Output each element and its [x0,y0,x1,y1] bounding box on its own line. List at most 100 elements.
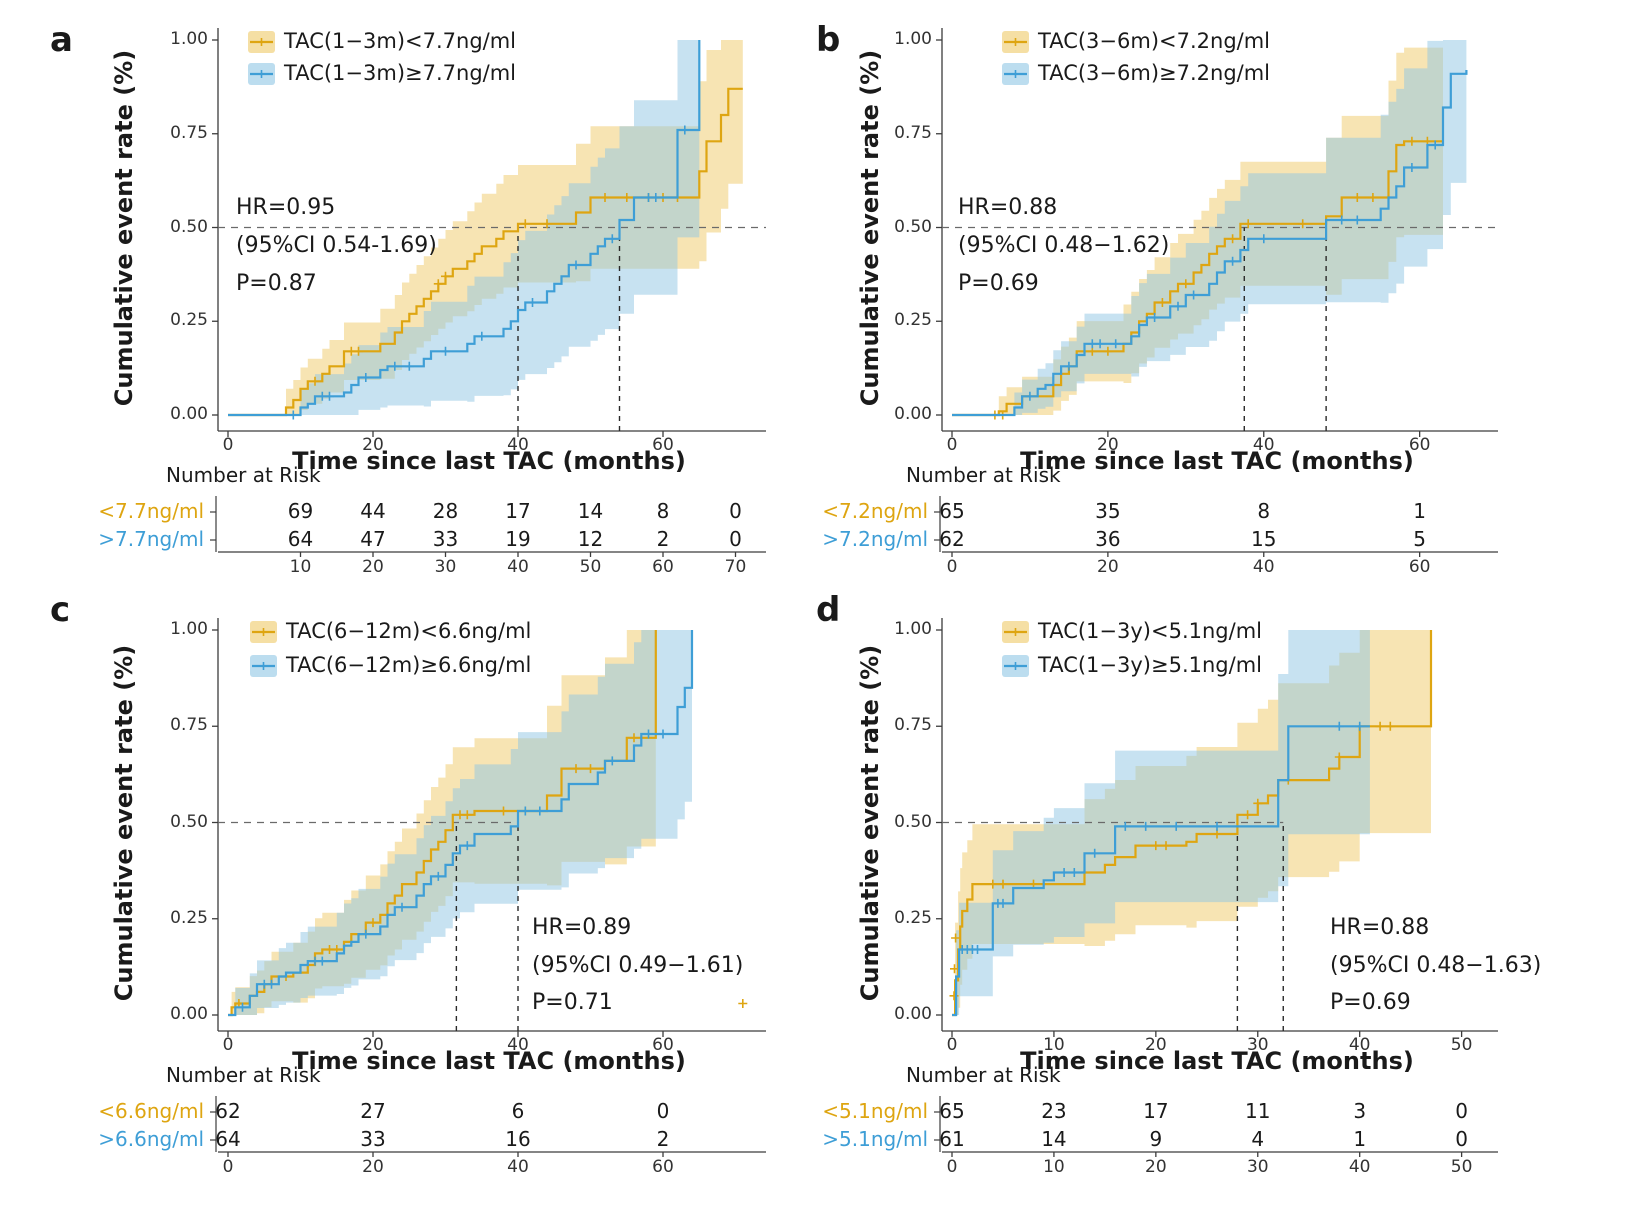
panel-c-censor-mark-yellow [571,764,581,774]
panel-d-y-tick-label: 0.75 [894,715,932,736]
panel-b-censor-mark-yellow [1228,234,1238,244]
panel-d-risk-tick-label: 10 [1043,1157,1065,1177]
panel-a-risk-value: 64 [287,527,314,551]
panel-c-x-tick-label: 60 [652,1035,674,1055]
panel-c-censor-mark-blue [520,806,530,816]
panel-a-risk-value: 19 [505,527,531,551]
panel-d-risk-value: 4 [1251,1127,1265,1151]
panel-a-legend-label: TAC(1−3m)≥7.7ng/ml [284,61,517,85]
panel-b-risk-row-label-blue: >7.2ng/ml [822,527,928,551]
panel-b-x-tick-label: 40 [1252,435,1275,455]
panel-a-annotation-hr: HR=0.95 [236,195,336,220]
panel-d-censor-mark-blue [998,898,1008,908]
panel-b-y-axis-title: Cumulative event rate (%) [855,49,884,406]
panel-d-censor-mark-blue [973,945,982,954]
panel-c-censor-mark-blue [317,956,327,966]
panel-b-censor-mark-yellow [1352,193,1362,202]
panel-a-annotation-p: P=0.87 [236,271,317,296]
panel-b-risk-value: 5 [1413,527,1427,551]
panel-a-risk-value: 12 [577,527,604,551]
panel-a-y-tick-label: 0.75 [170,122,208,143]
panel-b-legend-label: TAC(3−6m)<7.2ng/ml [1038,29,1271,53]
panel-a-risk-value: 28 [432,499,459,523]
panel-d-risk-value: 3 [1353,1099,1367,1123]
panel-d-censor-mark-yellow [998,879,1008,889]
panel-a-risk-row-label-blue: >7.7ng/ml [98,527,204,551]
panel-b-risk-value: 62 [939,527,965,551]
panel-c-ci-band-blue [235,630,693,1015]
panel-d-censor-mark-blue [1355,721,1365,731]
panel-d-y-tick-label: 0.25 [894,907,932,928]
panel-c-risk-row-label-blue: >6.6ng/ml [98,1127,204,1151]
panel-d-km-curve-blue [952,725,1370,1017]
panel-a-risk-value: 14 [577,499,604,523]
panel-b-censor-mark-yellow [1181,279,1191,289]
panel-a-x-tick-label: 0 [222,435,234,455]
panel-d-y-tick-label: 1.00 [894,619,932,639]
panel-b-censor-mark-blue [1095,339,1105,349]
panel-b-x-axis-title: Time since last TAC (months) [1020,447,1414,475]
panel-a-censor-mark-yellow [441,271,450,281]
panel-b-risk-tick-label: 0 [946,557,958,577]
panel-c-censor-mark-yellow [738,999,748,1008]
panel-a-risk-tick-label: 60 [652,557,674,577]
panel-a-x-axis-title: Time since last TAC (months) [292,447,686,475]
panel-c-x-tick-label: 20 [362,1035,384,1055]
panel-b-risk-tick-label: 60 [1408,557,1431,577]
panel-a-censor-mark-yellow [622,193,632,202]
panel-d-censor-mark-blue [1120,821,1130,831]
panel-a-censor-mark-yellow [354,346,363,356]
panel-b-censor-mark-blue [1352,215,1362,225]
panel-d-letter: d [816,590,841,630]
panel-d-x-tick-label: 10 [1043,1035,1065,1055]
panel-c-annotation-hr: HR=0.89 [532,915,632,940]
panel-d-risk-value: 65 [939,1099,965,1123]
panel-b-risk-value: 35 [1095,499,1121,523]
panel-c-censor-mark-yellow [462,810,472,820]
panel-d-km-curve-yellow [952,630,1433,1017]
panel-d-x-tick-label: 40 [1348,1035,1371,1055]
panel-a-legend-swatch-censor [257,38,266,46]
panel-d-x-tick-label: 20 [1145,1035,1167,1055]
panel-a-risk-tick-label: 10 [289,557,312,577]
panel-d-censor-mark-yellow [951,933,961,943]
panel-a-letter: a [50,20,73,60]
panel-c-censor-mark-blue [433,871,443,881]
panel-b-censor-mark-blue [1111,339,1121,349]
panel-d-x-tick-label: 0 [946,1035,958,1055]
panel-a-y-tick-label: 0.50 [170,216,208,237]
panel-b-legend-swatch-censor [1011,38,1020,46]
panel-c-censor-mark-blue [361,929,371,939]
panel-b-censor-mark-yellow [1243,219,1253,229]
panel-a-risk-value: 0 [729,499,742,523]
panel-c-y-tick-label: 0.75 [170,715,208,736]
panel-c-risk-value: 62 [215,1099,241,1123]
panel-d-legend-label: TAC(1−3y)≥5.1ng/ml [1038,653,1262,677]
panel-b-censor-mark-blue [1150,313,1160,322]
panel-d-censor-mark-yellow [1375,721,1385,731]
panel-d-risk-value: 0 [1455,1127,1468,1151]
panel-d-annotation-ci: (95%CI 0.48−1.63) [1330,953,1542,978]
panel-c-y-tick-label: 0.00 [170,1004,208,1024]
panel-a-y-tick-label: 1.00 [170,29,208,49]
panel-a-censor-mark-blue [361,373,371,382]
panel-d-x-tick-label: 30 [1246,1035,1269,1055]
panel-a-risk-value: 8 [656,499,670,523]
panel-b-censor-mark-blue [1430,140,1440,150]
panel-d-censor-mark-yellow [1161,841,1171,851]
panel-b-censor-mark-blue [1064,361,1074,371]
panel-d-censor-mark-yellow [1334,752,1344,762]
panel-a-x-tick-label: 60 [652,435,674,455]
panel-a-ci-band-blue [300,40,700,415]
panel-c-censor-mark-blue [238,1002,247,1012]
panel-d-annotation-hr: HR=0.88 [1330,915,1430,940]
panel-b-number-at-risk-title: Number at Risk [906,463,1061,487]
panel-b-censor-mark-blue [1025,391,1035,401]
panel-d-risk-value: 11 [1245,1099,1271,1123]
panel-b-x-tick-label: 0 [946,435,958,455]
panel-d-x-axis-title: Time since last TAC (months) [1020,1047,1414,1075]
panel-d-censor-mark-blue [1090,848,1100,858]
panel-b-censor-mark-blue [1407,163,1417,172]
panel-b-risk-row-label-yellow: <7.2ng/ml [822,499,928,523]
